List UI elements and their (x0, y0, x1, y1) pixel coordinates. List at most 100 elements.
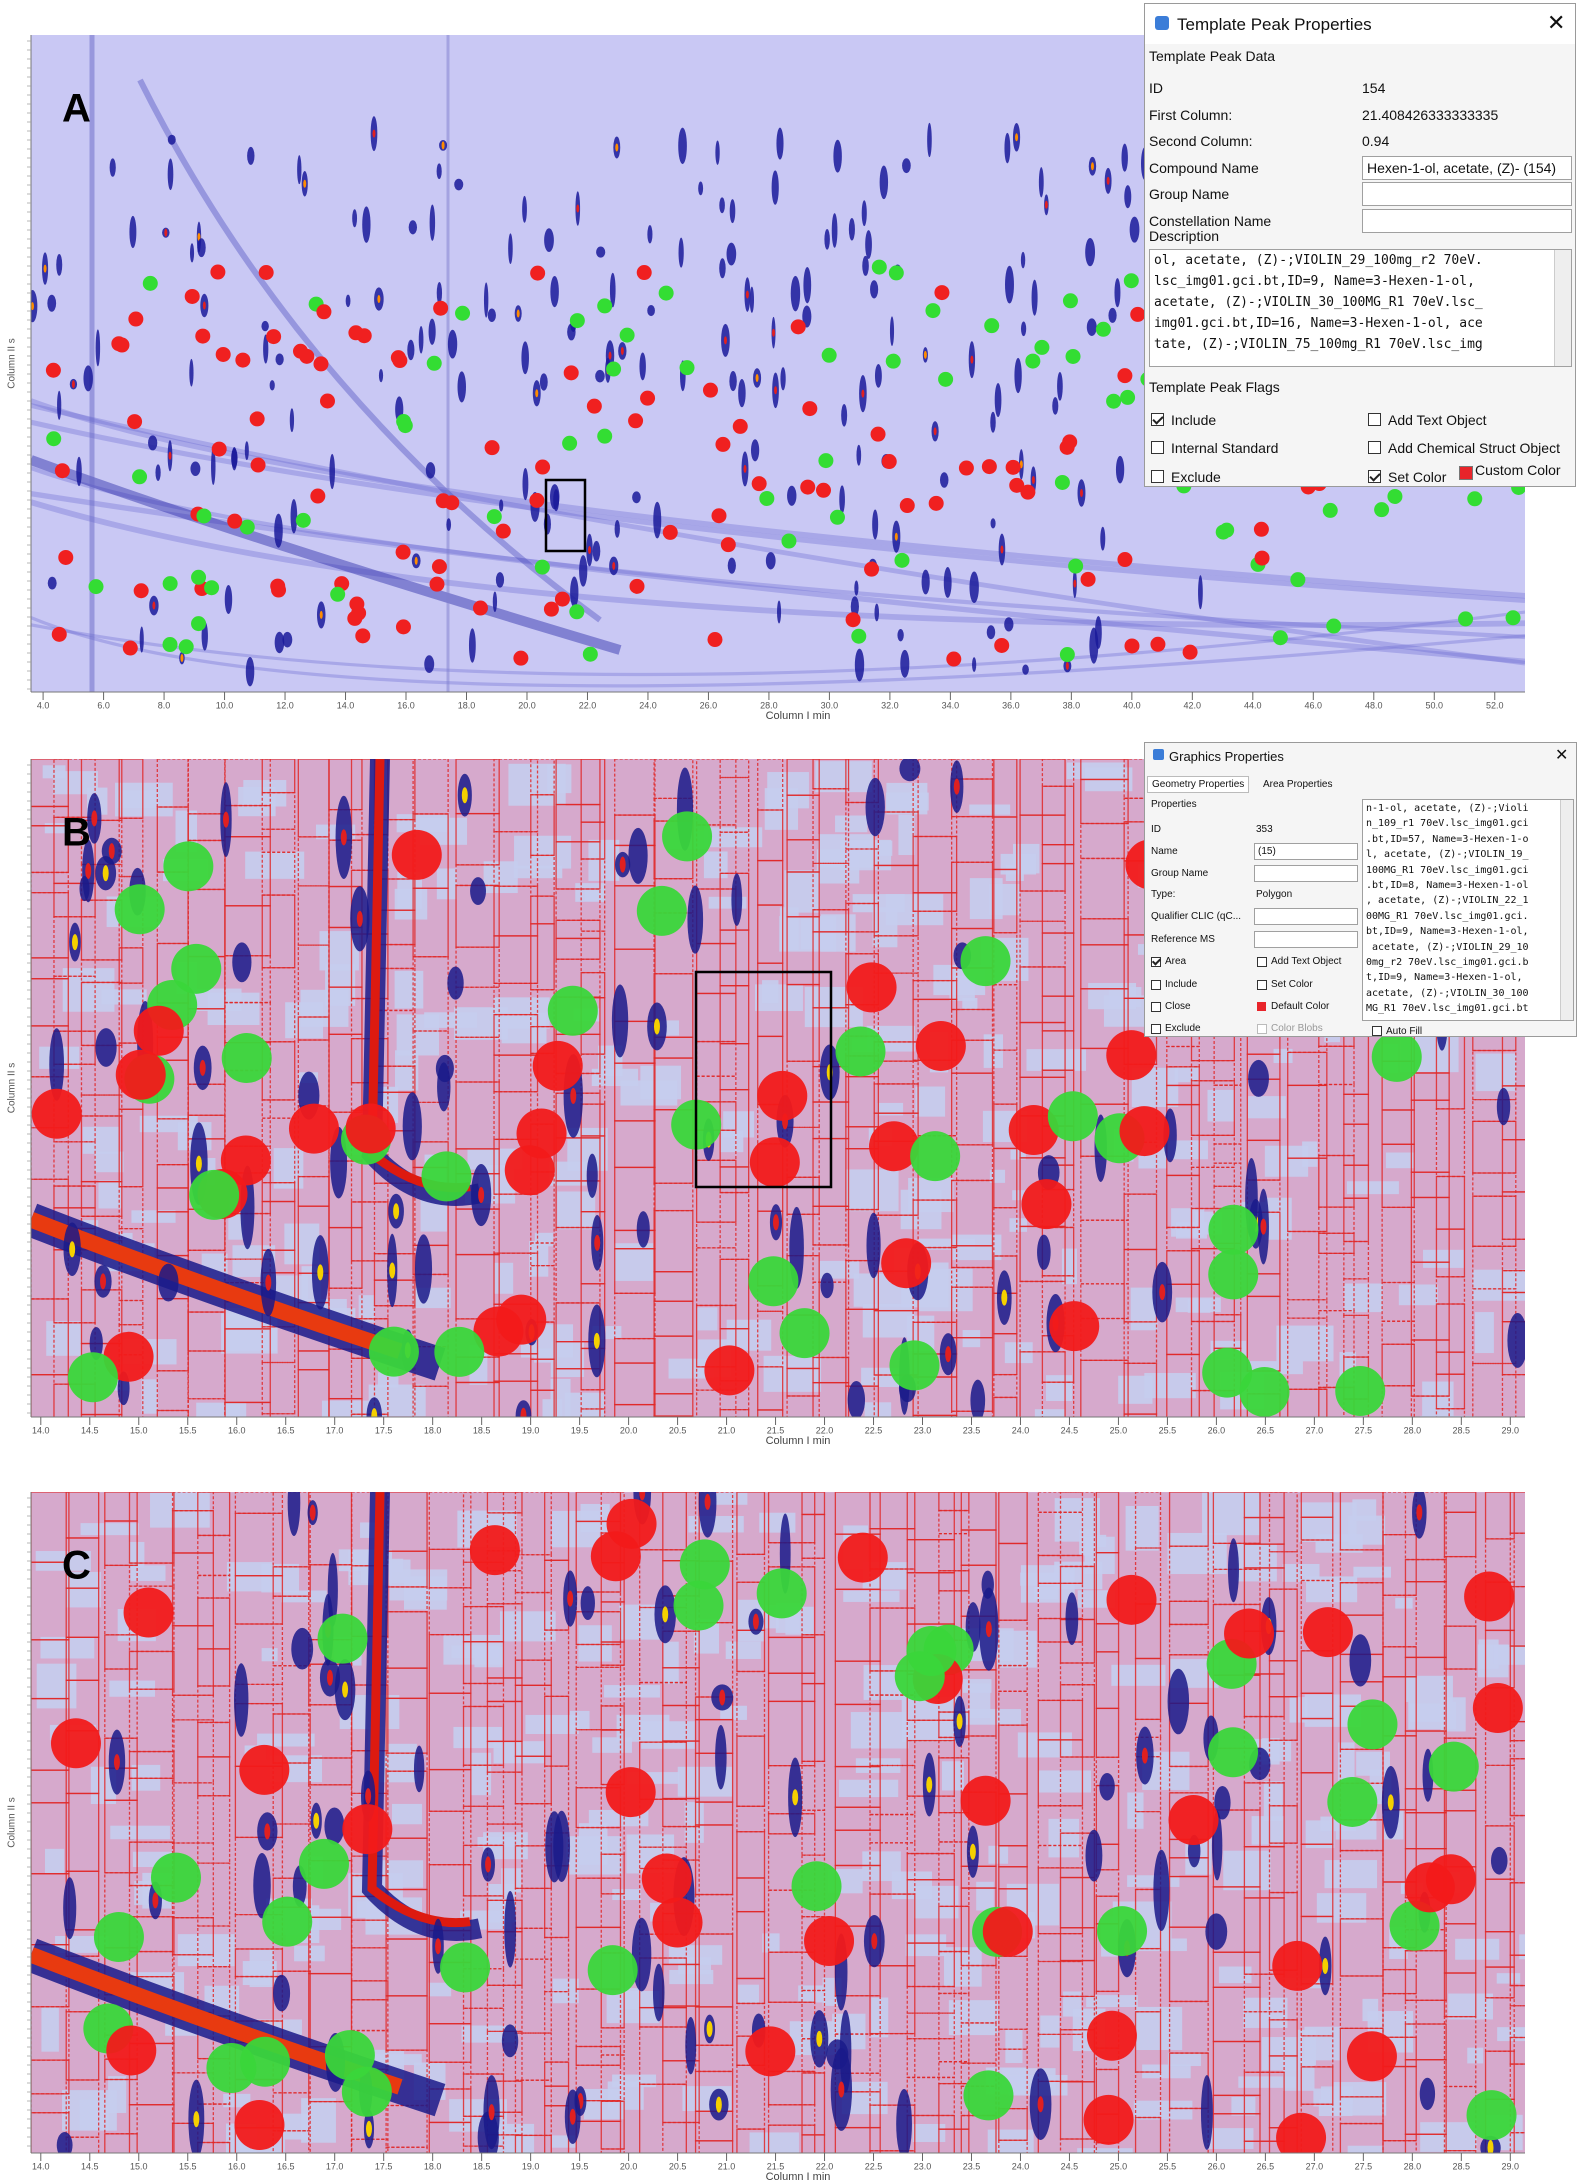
peak-core (1044, 200, 1048, 209)
scrollbar[interactable] (1554, 250, 1571, 366)
peak-blob (1419, 2077, 1436, 2111)
close-button[interactable]: ✕ (1555, 747, 1569, 764)
peak-core (1487, 2139, 1494, 2153)
dropdown[interactable] (1254, 908, 1358, 925)
red-peak-marker (732, 418, 748, 434)
x-axis-label: Column I min (766, 2171, 831, 2183)
peak-blob (567, 323, 576, 341)
blob-polygon (1287, 1317, 1328, 1390)
tab[interactable]: Area Properties (1263, 779, 1333, 790)
peak-blob (719, 197, 725, 214)
green-peak-marker (299, 1838, 350, 1889)
peak-blob (414, 1234, 433, 1304)
x-tick-label: 19.0 (522, 1425, 540, 1435)
green-peak-marker (196, 508, 212, 524)
peak-blob (803, 267, 812, 304)
description-textarea[interactable]: n-1-ol, acetate, (Z)-;Violi n_109_r1 70eV… (1362, 799, 1574, 1021)
peak-core (639, 1492, 646, 1501)
text-input[interactable] (1254, 931, 1358, 948)
blob-polygon (1212, 2113, 1261, 2153)
checkbox[interactable] (1151, 413, 1164, 426)
blob-polygon (31, 825, 69, 874)
text-input[interactable] (1362, 209, 1572, 233)
low-signal-patch (1353, 1566, 1391, 1578)
blob-polygon (938, 1950, 970, 1995)
low-signal-patch (396, 814, 450, 833)
red-peak-marker (1119, 1106, 1170, 1157)
peak-blob (436, 163, 442, 180)
low-signal-patch (1005, 2028, 1023, 2064)
blob-polygon (1287, 1388, 1328, 1417)
peak-core (926, 1776, 933, 1793)
peak-core (871, 1933, 878, 1950)
dialog-title: Template Peak Properties (1177, 15, 1372, 34)
text-input[interactable]: (15) (1254, 843, 1358, 860)
peak-core (195, 1155, 202, 1172)
checkbox[interactable] (1368, 413, 1381, 426)
red-peak-marker (220, 1135, 271, 1186)
green-peak-marker (597, 428, 613, 444)
peak-blob (224, 584, 233, 615)
checkbox[interactable] (1368, 441, 1381, 454)
peak-blob (647, 225, 653, 244)
low-signal-patch (767, 772, 809, 809)
green-peak-marker (206, 2042, 257, 2093)
peak-blob (870, 280, 879, 299)
peak-blob (232, 942, 252, 983)
tab[interactable]: Geometry Properties (1147, 776, 1250, 793)
peak-blob (854, 580, 859, 596)
text-input[interactable]: Hexen-1-ol, acetate, (Z)- (154) (1362, 156, 1572, 180)
peak-blob (457, 371, 466, 403)
peak-core (619, 856, 626, 873)
blob-polygon (1213, 1162, 1242, 1187)
low-signal-patch (177, 1934, 236, 1967)
checkbox[interactable] (1151, 1002, 1161, 1012)
blob-polygon (938, 1509, 970, 1535)
peak-blob (76, 456, 82, 487)
blob-polygon (653, 759, 694, 800)
green-peak-marker (239, 519, 255, 535)
peak-core (1000, 545, 1004, 554)
blob-polygon (960, 1735, 997, 1793)
peak-blob (586, 1153, 598, 1198)
low-signal-patch (1493, 1644, 1525, 1665)
low-signal-patch (552, 1978, 579, 2004)
checkbox[interactable] (1257, 957, 1267, 967)
checkbox[interactable] (1151, 980, 1161, 990)
green-peak-marker (779, 1308, 830, 1359)
text-input[interactable] (1362, 182, 1572, 206)
peak-blob (63, 1877, 77, 1940)
peak-core (612, 561, 616, 570)
checkbox[interactable] (1257, 1024, 1267, 1034)
blob-polygon (998, 1664, 1028, 1692)
blob-polygon (767, 1951, 816, 2003)
peak-blob (274, 631, 285, 654)
checkbox[interactable] (1372, 1026, 1382, 1036)
checkbox[interactable] (1151, 441, 1164, 454)
x-tick-label: 12.0 (276, 700, 294, 710)
scrollbar[interactable] (1560, 800, 1573, 1020)
checkbox[interactable] (1368, 470, 1381, 483)
red-peak-marker (227, 513, 243, 529)
checkbox[interactable] (1151, 1024, 1161, 1034)
input-value: Hexen-1-ol, acetate, (Z)- (154) (1367, 160, 1557, 176)
peak-core (113, 1754, 120, 1771)
blob-polygon (938, 1992, 970, 2063)
peak-blob (632, 491, 641, 504)
checkbox[interactable] (1151, 957, 1161, 967)
text-input[interactable] (1254, 865, 1358, 882)
peak-blob (447, 329, 458, 359)
green-peak-marker (1095, 321, 1111, 337)
checkbox[interactable] (1151, 470, 1164, 483)
blob-polygon (938, 1570, 970, 1592)
x-tick-label: 23.5 (963, 2161, 981, 2171)
peak-core (108, 843, 115, 860)
checkbox[interactable] (1257, 980, 1267, 990)
peak-core (933, 427, 937, 436)
red-peak-marker (1005, 459, 1021, 475)
red-peak-marker (751, 476, 767, 492)
green-peak-marker (1326, 618, 1342, 634)
close-button[interactable]: ✕ (1547, 10, 1566, 35)
description-textarea[interactable]: ol, acetate, (Z)-;VIOLIN_29_100mg_r2 70e… (1149, 249, 1572, 367)
x-tick-label: 21.0 (718, 1425, 736, 1435)
